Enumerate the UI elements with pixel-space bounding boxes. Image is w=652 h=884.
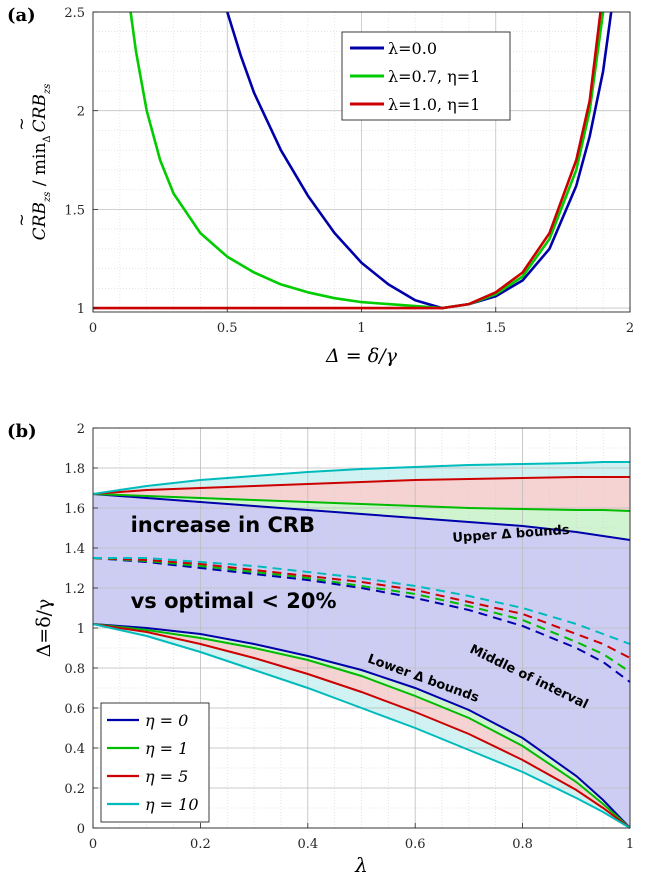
y-axis-label: Δ=δ/γ — [33, 599, 55, 658]
y-tick-label: 1.4 — [64, 542, 85, 557]
series-line-0 — [226, 12, 613, 310]
lower-bound-line-1 — [92, 623, 631, 829]
x-tick-label: 0.8 — [512, 837, 533, 852]
x-tick-label: 0 — [89, 321, 97, 336]
legend-label-1: η = 1 — [145, 739, 188, 758]
panel-label: (a) — [7, 5, 36, 26]
x-tick-label: 0.5 — [217, 321, 238, 336]
legend-label-2: η = 5 — [145, 767, 188, 786]
y-tick-label: 2 — [77, 422, 85, 437]
middle-line-1 — [92, 557, 631, 673]
y-tick-label: 0.6 — [64, 702, 85, 717]
y-label-den-sub: zs — [42, 84, 53, 95]
middle-line-0 — [92, 557, 631, 683]
y-tick-label: 2.5 — [64, 6, 85, 21]
y-label-op-sub: Δ — [42, 135, 53, 142]
upper-bound-line-3 — [92, 461, 630, 495]
lower-bound-line-3 — [92, 623, 631, 829]
y-label-den: CRB — [30, 94, 50, 132]
tilde-mark: ~ — [12, 117, 31, 130]
y-tick-label: 0.2 — [64, 782, 85, 797]
upper-bound-line-2 — [92, 476, 630, 495]
x-tick-label: 1 — [357, 321, 365, 336]
panel-label: (b) — [7, 421, 37, 442]
y-axis-label: CRBzs / minΔCRBzs — [30, 84, 53, 241]
y-tick-label: 0.4 — [64, 742, 85, 757]
x-tick-label: 0.6 — [405, 837, 426, 852]
y-tick-label: 1.8 — [64, 462, 85, 477]
y-tick-label: 1 — [77, 622, 85, 637]
annotation-0: increase in CRB — [131, 513, 315, 537]
y-tick-label: 1 — [77, 302, 85, 317]
upper-bound-line-0 — [92, 493, 631, 541]
y-tick-label: 1.6 — [64, 502, 85, 517]
y-tick-label: 0 — [77, 822, 85, 837]
panel-b: 0 0.2 0.4 0.6 0.8 1 0 0.2 0.4 0.6 0.8 1 1.2 1.4 1.6 1.8… — [7, 421, 634, 877]
middle-line-3 — [93, 557, 631, 645]
legend-label-2: λ=1.0, η=1 — [388, 95, 480, 114]
y-tick-label: 2 — [77, 105, 85, 120]
x-tick-label: 2 — [626, 321, 634, 336]
series-line-1 — [129, 12, 605, 310]
x-tick-label: 0.2 — [190, 837, 211, 852]
x-tick-label: 0 — [89, 837, 97, 852]
y-tick-label: 1.2 — [64, 582, 85, 597]
lower-bound-line-2 — [92, 623, 631, 829]
middle-line-2 — [92, 557, 631, 659]
legend-label-0: λ=0.0 — [388, 39, 437, 58]
y-tick-label: 1.5 — [64, 203, 85, 218]
legend-label-1: λ=0.7, η=1 — [388, 67, 480, 86]
x-tick-label: 1 — [626, 837, 634, 852]
annotation-1: vs optimal < 20% — [131, 589, 337, 613]
legend-label-0: η = 0 — [145, 711, 188, 730]
y-label-sep: / min — [30, 143, 50, 192]
x-axis-label: Δ = δ/γ — [325, 345, 398, 367]
legend-label-3: η = 10 — [145, 795, 199, 814]
y-label-num: CRB — [30, 202, 50, 240]
y-label-num-sub: zs — [42, 192, 53, 203]
x-tick-label: 1.5 — [485, 321, 506, 336]
x-tick-label: 0.4 — [297, 837, 318, 852]
upper-bound-line-1 — [92, 493, 631, 512]
x-axis-label: λ — [354, 853, 368, 877]
lower-bound-line-0 — [92, 623, 631, 829]
fill-main-eta0 — [93, 494, 630, 828]
legend-box — [100, 702, 210, 823]
tilde-mark: ~ — [12, 213, 31, 226]
y-tick-label: 0.8 — [64, 662, 85, 677]
